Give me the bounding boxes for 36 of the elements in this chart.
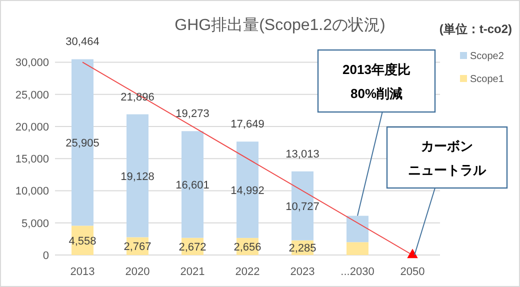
x-tick-label: 2021 — [180, 266, 205, 278]
data-label: 14,992 — [230, 184, 264, 197]
text: (単位：t-co2) — [439, 22, 512, 36]
total-label: 30,464 — [66, 36, 100, 48]
bar — [346, 242, 368, 255]
x-tick-label: 2022 — [235, 266, 260, 278]
data-label: 2,672 — [178, 241, 206, 254]
x-tick-label: 2023 — [290, 266, 315, 278]
y-tick-label: 20,000 — [15, 121, 49, 134]
total-label: 19,273 — [176, 108, 210, 120]
x-tick-label: 2020 — [125, 266, 150, 278]
data-label: 2,285 — [288, 242, 316, 255]
y-tick-label: 25,000 — [15, 89, 49, 102]
legend-label: Scope2 — [470, 51, 504, 62]
x-tick-label: ...2030 — [340, 266, 374, 278]
data-label: 19,128 — [120, 170, 154, 183]
bar — [346, 216, 368, 242]
y-tick-label: 30,000 — [15, 57, 49, 70]
data-label: 4,558 — [68, 235, 96, 248]
y-tick-label: 15,000 — [15, 154, 49, 166]
y-tick-label: 0 — [42, 250, 49, 262]
total-label: 13,013 — [286, 148, 320, 160]
annotation: 2013年度比80%削減 — [342, 62, 410, 101]
data-label: 16,601 — [176, 179, 210, 192]
x-tick-label: 2050 — [400, 266, 425, 278]
y-tick-label: 10,000 — [15, 186, 49, 198]
total-label: 17,649 — [230, 118, 264, 131]
data-label: 25,905 — [66, 137, 100, 150]
legend-label: Scope1 — [470, 74, 504, 85]
y-tick-label: 5,000 — [21, 218, 49, 230]
data-label: 10,727 — [286, 200, 320, 213]
data-label: 2,767 — [124, 241, 152, 254]
data-label: 2,656 — [234, 241, 262, 254]
chart-title: GHG排出量(Scope1.2の状況) — [174, 16, 386, 34]
annotation: カーボンニュートラル — [408, 138, 487, 178]
x-tick-label: 2013 — [70, 266, 95, 278]
